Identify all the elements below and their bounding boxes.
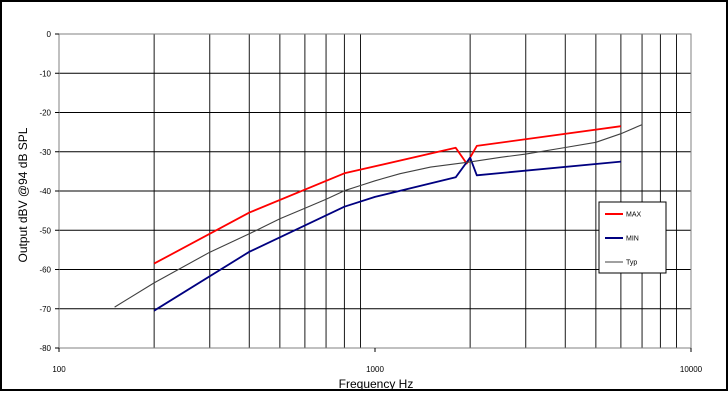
series-min-line: [153, 156, 621, 312]
legend-label-min: MIN: [626, 236, 639, 243]
y-tick-label: -10: [39, 69, 51, 78]
x-tick-label: 10000: [680, 365, 703, 374]
y-tick-label: -30: [39, 148, 51, 157]
x-tick-label: 1000: [366, 365, 384, 374]
y-tick-label: -70: [39, 305, 51, 314]
y-tick-label: -60: [39, 266, 51, 275]
y-axis-label: Output dBV @94 dB SPL: [16, 127, 30, 262]
y-tick-label: -50: [39, 226, 51, 235]
x-tick-label: 100: [52, 365, 66, 374]
y-tick-label: 0: [47, 30, 52, 39]
series-typ-line: [114, 124, 643, 308]
series-max-line: [153, 125, 622, 265]
legend-label-max: MAX: [626, 212, 642, 219]
y-tick-label: -20: [39, 109, 51, 118]
x-axis-label: Frequency Hz: [339, 377, 414, 391]
legend-label-typ: Typ: [626, 260, 637, 267]
y-tick-label: -80: [39, 344, 51, 353]
y-tick-label: -40: [39, 187, 51, 196]
